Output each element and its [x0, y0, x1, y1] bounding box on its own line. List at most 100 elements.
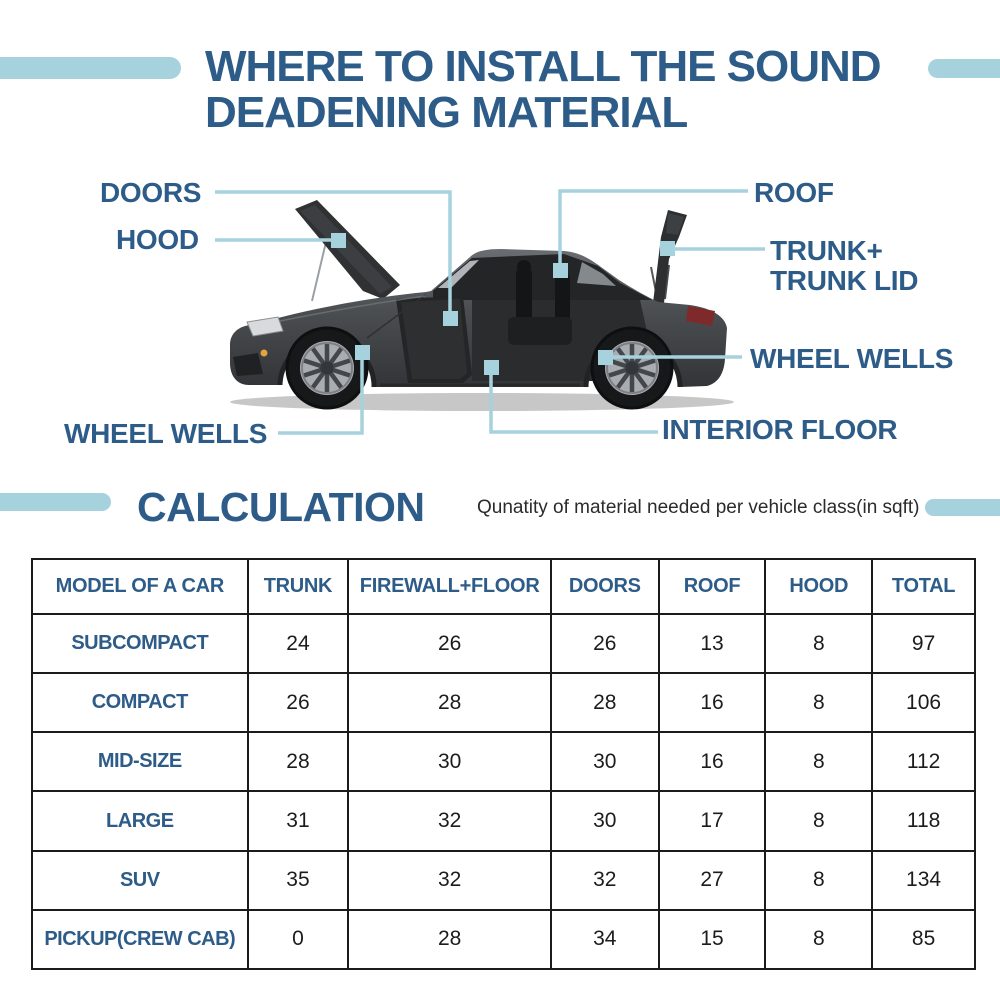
- cell-hood: 8: [764, 612, 874, 675]
- column-header-hood: HOOD: [764, 558, 874, 615]
- page-title: WHERE TO INSTALL THE SOUND DEADENING MAT…: [205, 42, 882, 137]
- accent-bar-calc-right: [925, 499, 1000, 516]
- label-interior-floor: INTERIOR FLOOR: [662, 414, 898, 445]
- marker-roof: [553, 263, 568, 278]
- connector-wheel-wells-left: [278, 350, 364, 435]
- car-fender-highlight: [279, 295, 426, 322]
- column-header-doors: DOORS: [549, 558, 660, 615]
- label-doors: DOORS: [100, 177, 202, 208]
- connector-roof: [558, 189, 748, 267]
- cell-trunk: 26: [246, 672, 350, 734]
- cell-trunk: 0: [246, 908, 350, 971]
- calculation-subtitle: Qunatity of material needed per vehicle …: [477, 497, 920, 518]
- column-header-trunk: TRUNK: [246, 558, 350, 615]
- car-indicator: [260, 349, 268, 357]
- label-wheel-wells-left: WHEEL WELLS: [64, 418, 268, 449]
- table-header-row: MODEL OF A CAR TRUNK FIREWALL+FLOOR DOOR…: [31, 558, 976, 615]
- table-row-mid-size: MID-SIZE 28 30 30 16 8 112: [31, 731, 976, 793]
- table-row-compact: COMPACT 26 28 28 16 8 106: [31, 672, 976, 734]
- marker-trunk: [660, 241, 675, 256]
- row-label: SUBCOMPACT: [31, 612, 249, 675]
- row-label: MID-SIZE: [31, 731, 249, 793]
- materials-table-wrap: MODEL OF A CAR TRUNK FIREWALL+FLOOR DOOR…: [31, 558, 976, 971]
- car-headlight: [246, 316, 284, 337]
- cell-hood: 8: [764, 790, 874, 852]
- car-quarter-glass: [577, 262, 616, 286]
- marker-interior-floor: [484, 360, 499, 375]
- calculation-heading: CALCULATION: [137, 484, 425, 530]
- row-label: LARGE: [31, 790, 249, 852]
- marker-wheel-wells-left: [355, 345, 370, 360]
- connector-doors: [215, 190, 452, 315]
- cell-total: 97: [871, 612, 976, 675]
- column-header-firewall-floor: FIREWALL+FLOOR: [347, 558, 552, 615]
- cell-roof: 13: [657, 612, 767, 675]
- cell-firewall-floor: 30: [347, 731, 552, 793]
- cell-firewall-floor: 32: [347, 790, 552, 852]
- table-row-subcompact: SUBCOMPACT 24 26 26 13 8 97: [31, 612, 976, 675]
- row-label: COMPACT: [31, 672, 249, 734]
- car-taillight: [686, 306, 715, 326]
- table-row-large: LARGE 31 32 30 17 8 118: [31, 790, 976, 852]
- cell-doors: 30: [549, 731, 660, 793]
- cell-doors: 32: [549, 849, 660, 911]
- cell-firewall-floor: 26: [347, 612, 552, 675]
- table-row-pickup: PICKUP(CREW CAB) 0 28 34 15 8 85: [31, 908, 976, 971]
- cell-firewall-floor: 28: [347, 908, 552, 971]
- connector-interior-floor: [489, 365, 658, 434]
- label-trunk-line1: TRUNK+: [770, 235, 883, 266]
- cell-roof: 27: [657, 849, 767, 911]
- car-open-trunk-lid: [650, 210, 687, 303]
- cell-total: 85: [871, 908, 976, 971]
- cell-doors: 30: [549, 790, 660, 852]
- page-title-line2: DEADENING MATERIAL: [205, 88, 688, 137]
- accent-bar-top-right: [928, 59, 1000, 78]
- page-title-line1: WHERE TO INSTALL THE SOUND: [205, 42, 882, 91]
- cell-trunk: 24: [246, 612, 350, 675]
- cell-doors: 28: [549, 672, 660, 734]
- row-label: PICKUP(CREW CAB): [31, 908, 249, 971]
- cell-doors: 34: [549, 908, 660, 971]
- label-roof: ROOF: [754, 177, 834, 208]
- car-front-intake: [233, 353, 263, 376]
- cell-trunk: 35: [246, 849, 350, 911]
- accent-bar-top-left: [0, 57, 181, 79]
- cell-trunk: 31: [246, 790, 350, 852]
- cell-total: 134: [871, 849, 976, 911]
- column-header-total: TOTAL: [871, 558, 976, 615]
- table-row-suv: SUV 35 32 32 27 8 134: [31, 849, 976, 911]
- cell-hood: 8: [764, 849, 874, 911]
- cell-total: 112: [871, 731, 976, 793]
- cell-firewall-floor: 32: [347, 849, 552, 911]
- connector-overlay: [215, 189, 765, 435]
- cell-hood: 8: [764, 908, 874, 971]
- cell-roof: 16: [657, 672, 767, 734]
- label-hood: HOOD: [116, 224, 199, 255]
- materials-table: MODEL OF A CAR TRUNK FIREWALL+FLOOR DOOR…: [31, 558, 976, 971]
- cell-total: 118: [871, 790, 976, 852]
- cell-firewall-floor: 28: [347, 672, 552, 734]
- car-door-seam: [366, 294, 426, 339]
- marker-wheel-wells-right: [598, 350, 613, 365]
- car-greenhouse: [433, 254, 652, 300]
- cell-roof: 15: [657, 908, 767, 971]
- accent-bar-calc-left: [0, 493, 111, 511]
- label-trunk-line2: TRUNK LID: [770, 265, 919, 296]
- marker-hood: [331, 233, 346, 248]
- column-header-model: MODEL OF A CAR: [31, 558, 249, 615]
- car-open-hood: [295, 200, 400, 302]
- label-wheel-wells-right: WHEEL WELLS: [750, 343, 954, 374]
- label-trunk: TRUNK+ TRUNK LID: [770, 236, 918, 296]
- row-label: SUV: [31, 849, 249, 911]
- marker-doors: [443, 311, 458, 326]
- cell-total: 106: [871, 672, 976, 734]
- column-header-roof: ROOF: [657, 558, 767, 615]
- car-seats: [508, 260, 572, 345]
- cell-roof: 17: [657, 790, 767, 852]
- cell-trunk: 28: [246, 731, 350, 793]
- cell-hood: 8: [764, 731, 874, 793]
- cell-hood: 8: [764, 672, 874, 734]
- cell-roof: 16: [657, 731, 767, 793]
- cell-doors: 26: [549, 612, 660, 675]
